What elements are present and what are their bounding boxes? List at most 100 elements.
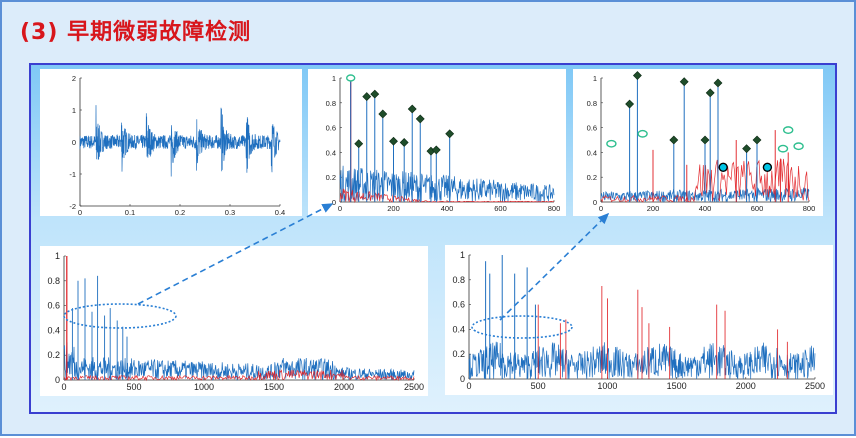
x-tick-label: 0.1: [125, 208, 135, 216]
y-tick-label: 0.2: [452, 349, 465, 359]
y-tick-label: 0: [460, 374, 465, 384]
signal-line: [339, 165, 555, 203]
harmonic-circle: [606, 139, 617, 148]
zoom-arrow-right: [499, 212, 610, 321]
fault-dot: [718, 162, 728, 172]
y-tick-label: 0: [593, 198, 597, 207]
x-tick-label: 200: [387, 204, 400, 213]
highlight-ellipse-right: [471, 315, 573, 339]
y-tick-label: 0.6: [452, 300, 465, 310]
x-tick-label: 400: [699, 204, 712, 213]
peak-marker: [399, 138, 409, 147]
x-tick-label: 400: [441, 204, 454, 213]
x-tick-label: 2500: [805, 381, 825, 391]
harmonic-circle: [793, 142, 804, 151]
x-tick-label: 0.4: [275, 208, 285, 216]
x-tick-label: 2000: [334, 382, 354, 392]
x-tick-label: 0: [466, 381, 471, 391]
y-tick-label: 0.4: [326, 148, 336, 157]
chart-spectrum-b: 0 200 400 600 800 1 0.8 0.6 0.4 0.2 0: [573, 69, 823, 216]
x-tick-label: 0: [338, 204, 342, 213]
y-tick-label: 0.2: [587, 173, 597, 182]
chart-spectrum-a: 0 200 400 600 800 1 0.8 0.6 0.4 0.2 0: [308, 69, 566, 216]
y-tick-label: -1: [69, 170, 76, 179]
fault-line: [339, 188, 555, 204]
fault-line: [63, 369, 415, 382]
y-tick-label: 0.2: [47, 350, 60, 360]
fault-dot: [762, 162, 773, 172]
y-tick-label: 0: [55, 375, 60, 385]
peak-marker: [389, 136, 398, 146]
y-tick-label: 1: [72, 106, 76, 115]
peak-marker: [407, 104, 417, 114]
zoom-arrow-left: [137, 203, 334, 305]
y-tick-label: 0.8: [587, 99, 597, 108]
x-tick-label: 1000: [194, 382, 214, 392]
slide-title: (3) 早期微弱故障检测: [20, 20, 252, 45]
harmonic-circle: [782, 126, 794, 134]
y-tick-label: 0: [332, 198, 336, 207]
chart-time-signal: 0 0.1 0.2 0.3 0.4 2 1 0 -1 -2: [40, 69, 302, 216]
y-tick-label: 0.6: [47, 301, 60, 311]
signal-line: [79, 105, 281, 177]
x-tick-label: 2500: [404, 382, 424, 392]
y-tick-label: 0: [72, 138, 76, 147]
x-tick-label: 2000: [736, 381, 756, 391]
x-tick-label: 600: [494, 204, 507, 213]
peak-marker: [378, 109, 388, 119]
y-tick-label: 1: [460, 250, 465, 260]
x-tick-label: 0: [61, 382, 66, 392]
peak-marker: [625, 99, 635, 109]
chart-full-spectrum-b: 0 500 1000 1500 2000 2500 1 0.8 0.6 0.4 0.2 0: [445, 245, 833, 395]
peak-marker: [362, 92, 372, 102]
x-tick-label: 1000: [597, 381, 617, 391]
x-tick-label: 500: [126, 382, 141, 392]
x-tick-label: 1500: [264, 382, 284, 392]
y-tick-label: 0.4: [47, 325, 60, 335]
x-tick-label: 0: [599, 204, 603, 213]
signal-line: [63, 342, 415, 381]
x-tick-label: 600: [751, 204, 764, 213]
peak-marker: [705, 88, 715, 98]
chart-full-spectrum-a: 0 500 1000 1500 2000 2500 1 0.8 0.6 0.4 0.2 0: [40, 246, 428, 396]
x-tick-label: 1500: [667, 381, 687, 391]
peak-marker: [431, 145, 441, 155]
x-tick-label: 800: [803, 204, 816, 213]
y-tick-label: 0.2: [326, 173, 336, 182]
y-tick-label: 0.4: [587, 148, 597, 157]
x-tick-label: 500: [531, 381, 546, 391]
peak-marker: [632, 71, 642, 80]
harmonic-circle: [637, 129, 648, 138]
peak-marker: [700, 135, 710, 145]
x-tick-label: 0.2: [175, 208, 185, 216]
peak-marker: [752, 135, 762, 145]
y-tick-label: -2: [69, 202, 76, 211]
y-tick-label: 0.8: [47, 276, 60, 286]
y-tick-label: 0.8: [326, 99, 336, 108]
peak-marker: [354, 139, 364, 149]
peak-marker: [713, 78, 723, 88]
y-tick-label: 2: [72, 74, 76, 83]
y-tick-label: 0.8: [452, 275, 465, 285]
y-tick-label: 1: [55, 251, 60, 261]
x-tick-label: 0.3: [225, 208, 235, 216]
x-tick-label: 0: [78, 208, 82, 216]
highlight-ellipse-left: [63, 303, 177, 329]
y-tick-label: 1: [332, 74, 336, 83]
y-tick-label: 0.4: [452, 324, 465, 334]
x-tick-label: 800: [548, 204, 561, 213]
y-tick-label: 0.6: [326, 124, 336, 133]
peak-marker: [445, 129, 455, 139]
y-tick-label: 0.6: [587, 124, 597, 133]
peak-marker: [370, 89, 380, 99]
harmonic-circle: [777, 144, 789, 153]
y-tick-label: 1: [593, 74, 597, 83]
peak-marker: [669, 135, 679, 145]
peak-marker: [742, 144, 752, 154]
peak-marker: [415, 114, 425, 124]
harmonic-circle: [346, 74, 356, 82]
x-tick-label: 200: [647, 204, 660, 213]
peak-marker: [679, 77, 689, 87]
